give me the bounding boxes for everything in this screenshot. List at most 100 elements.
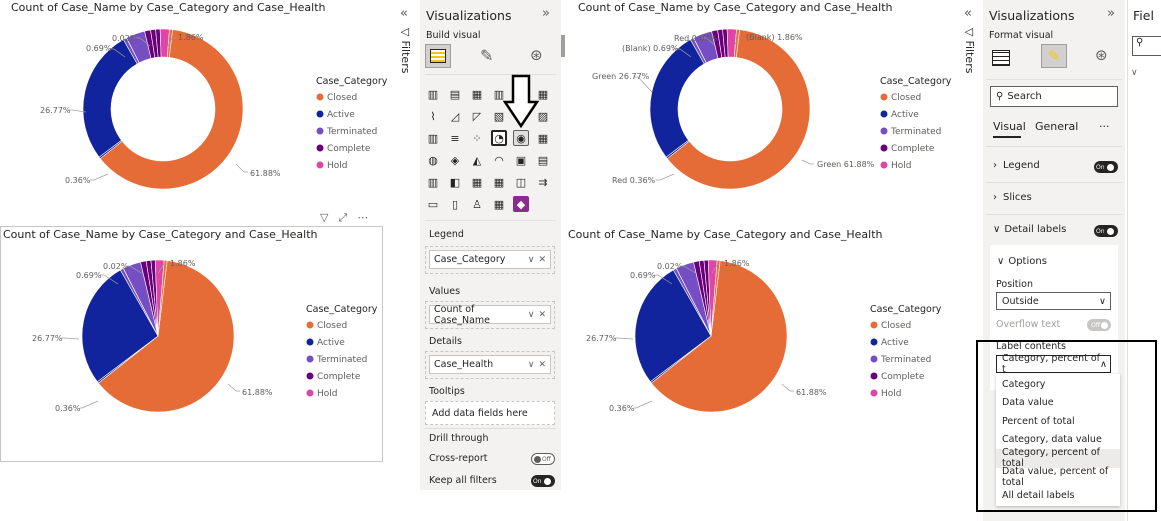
- legend-item[interactable]: Active: [881, 338, 909, 348]
- values-field-pill[interactable]: Count of Case_Name ∨ ✕: [429, 305, 551, 324]
- slice-active[interactable]: [83, 40, 137, 158]
- legend-item[interactable]: Hold: [881, 389, 902, 399]
- legend-item[interactable]: Closed: [317, 321, 347, 331]
- legend-toggle[interactable]: On: [1094, 161, 1118, 173]
- data-label: 26.77%: [32, 334, 63, 343]
- visual-type-icon[interactable]: ▦: [491, 196, 507, 212]
- filters-pane-label[interactable]: ▽ Filters: [962, 28, 978, 88]
- focus-mode-icon[interactable]: ⤢: [338, 211, 347, 225]
- filter-icon[interactable]: ▽: [320, 211, 328, 225]
- data-label: Red 0.02%: [674, 34, 718, 43]
- format-visual-tab[interactable]: ✎: [1041, 44, 1067, 68]
- filters-pane-label[interactable]: ▽ Filters: [398, 28, 414, 88]
- tab-visual[interactable]: Visual: [993, 120, 1026, 138]
- legend-marker: [317, 111, 324, 118]
- visual-type-icon[interactable]: ▦: [491, 174, 507, 190]
- visual-type-icon[interactable]: ◸: [469, 108, 485, 124]
- legend-field-pill[interactable]: Case_Category ∨ ✕: [429, 250, 551, 269]
- legend-item[interactable]: Closed: [327, 93, 357, 103]
- visual-type-icon[interactable]: ▣: [513, 152, 529, 168]
- visual-type-icon[interactable]: ◫: [513, 174, 529, 190]
- visual-type-icon[interactable]: ▤: [535, 152, 551, 168]
- expand-pane-icon[interactable]: »: [1107, 6, 1115, 21]
- legend-card-header[interactable]: › Legend: [993, 160, 1040, 171]
- visual-type-icon[interactable]: ◿: [447, 108, 463, 124]
- visual-type-icon[interactable]: ▦: [469, 174, 485, 190]
- keep-filters-toggle[interactable]: On: [531, 475, 555, 487]
- overflow-toggle[interactable]: Off: [1087, 319, 1111, 331]
- visual-type-icon[interactable]: ≡: [447, 130, 463, 146]
- build-visual-tab[interactable]: [425, 44, 451, 68]
- more-options-icon[interactable]: ⋯: [357, 211, 368, 225]
- expand-pane-icon[interactable]: »: [542, 6, 550, 21]
- visual-type-icon[interactable]: ◭: [469, 152, 485, 168]
- fields-pane-title: Fiel: [1133, 8, 1154, 23]
- legend-item[interactable]: Closed: [891, 93, 921, 103]
- legend-item[interactable]: Terminated: [890, 127, 941, 137]
- legend-item[interactable]: Closed: [881, 321, 911, 331]
- slices-card-header[interactable]: › Slices: [993, 192, 1032, 203]
- visual-type-icon[interactable]: ▯: [447, 196, 463, 212]
- pie-chart-bottom-left[interactable]: 1.86% 0.02%0.69% 26.77% 0.36% 61.88% Case_Cat…: [0, 243, 395, 453]
- position-select[interactable]: Outside ∨: [996, 292, 1111, 310]
- fields-search-box[interactable]: ⚲: [1132, 36, 1161, 56]
- legend-item[interactable]: Hold: [317, 389, 338, 399]
- analytics-icon[interactable]: ⊛: [530, 46, 543, 64]
- visual-type-icon[interactable]: ⌇: [425, 108, 441, 124]
- donut-chart-top-middle[interactable]: (Blank) 1.86% Red 0.02%(Blank) 0.69% Green…: [566, 14, 956, 214]
- legend-item[interactable]: Active: [891, 110, 919, 120]
- cross-report-toggle[interactable]: Off: [531, 453, 555, 465]
- build-grid-icon[interactable]: [992, 50, 1010, 66]
- detail-labels-toggle[interactable]: On: [1094, 225, 1118, 237]
- detail-labels-card-header[interactable]: ∨ Detail labels: [993, 224, 1066, 235]
- visual-type-icon[interactable]: ▭: [425, 196, 441, 212]
- visual-type-icon[interactable]: ▦: [469, 86, 485, 102]
- legend-item[interactable]: Complete: [317, 372, 361, 382]
- format-search-box[interactable]: ⚲ Search: [990, 86, 1118, 107]
- analytics-icon[interactable]: ⊛: [1095, 46, 1108, 64]
- data-label: 0.36%: [65, 176, 91, 185]
- pie-chart-bottom-middle[interactable]: 1.86% 0.02%0.69% 26.77% 0.36% 61.88% Case_Cat…: [566, 243, 956, 453]
- legend-item[interactable]: Complete: [891, 144, 935, 154]
- pane-scrollbar[interactable]: [561, 35, 565, 57]
- visual-type-icon[interactable]: ◍: [425, 152, 441, 168]
- visual-type-icon[interactable]: ◈: [447, 152, 463, 168]
- visual-type-icon[interactable]: ▦: [535, 130, 551, 146]
- visual-type-icon[interactable]: ⇉: [535, 174, 551, 190]
- legend-item[interactable]: Terminated: [316, 355, 367, 365]
- collapse-filters-icon[interactable]: «: [964, 6, 972, 21]
- legend-item[interactable]: Complete: [327, 144, 371, 154]
- pie-chart-type-icon[interactable]: ◔: [491, 130, 507, 146]
- tooltips-well[interactable]: Add data fields here: [425, 401, 555, 425]
- more-options-icon[interactable]: ···: [1099, 120, 1110, 133]
- visual-type-icon[interactable]: ◠: [491, 152, 507, 168]
- legend-item[interactable]: Terminated: [326, 127, 377, 137]
- details-well: Case_Health ∨ ✕: [425, 351, 555, 379]
- legend-item[interactable]: Hold: [327, 161, 348, 171]
- visual-type-icon[interactable]: ▥: [425, 86, 441, 102]
- visual-type-icon[interactable]: ◧: [447, 174, 463, 190]
- legend-item[interactable]: Active: [317, 338, 345, 348]
- format-brush-icon[interactable]: ✎: [480, 46, 493, 65]
- search-icon: ⚲: [996, 91, 1003, 102]
- legend-item[interactable]: Terminated: [880, 355, 931, 365]
- legend-item[interactable]: Complete: [881, 372, 925, 382]
- chevron-down-icon[interactable]: ∨: [1131, 68, 1138, 78]
- visual-type-icon[interactable]: ⁘: [469, 130, 485, 146]
- tooltips-well-label: Tooltips: [429, 386, 465, 397]
- donut-chart-top-left[interactable]: 1.86% 0.02%0.69% 26.77% 0.36% 61.88% Case_Cat…: [0, 14, 395, 214]
- collapse-filters-icon[interactable]: «: [400, 6, 408, 21]
- visual-type-icon[interactable]: ▤: [447, 86, 463, 102]
- visual-type-icon[interactable]: ▥: [425, 130, 441, 146]
- visual-type-icon[interactable]: ♙: [469, 196, 485, 212]
- donut-chart-type-icon[interactable]: ◉: [513, 130, 529, 146]
- legend-well-label: Legend: [429, 229, 464, 240]
- slice-active[interactable]: [650, 40, 704, 158]
- visual-type-icon[interactable]: ▥: [425, 174, 441, 190]
- details-field-pill[interactable]: Case_Health ∨ ✕: [429, 355, 551, 374]
- legend-item[interactable]: Hold: [891, 161, 912, 171]
- legend-item[interactable]: Active: [327, 110, 355, 120]
- power-apps-icon[interactable]: ◆: [513, 196, 529, 212]
- options-header[interactable]: ∨ Options: [997, 256, 1047, 267]
- tab-general[interactable]: General: [1035, 120, 1078, 133]
